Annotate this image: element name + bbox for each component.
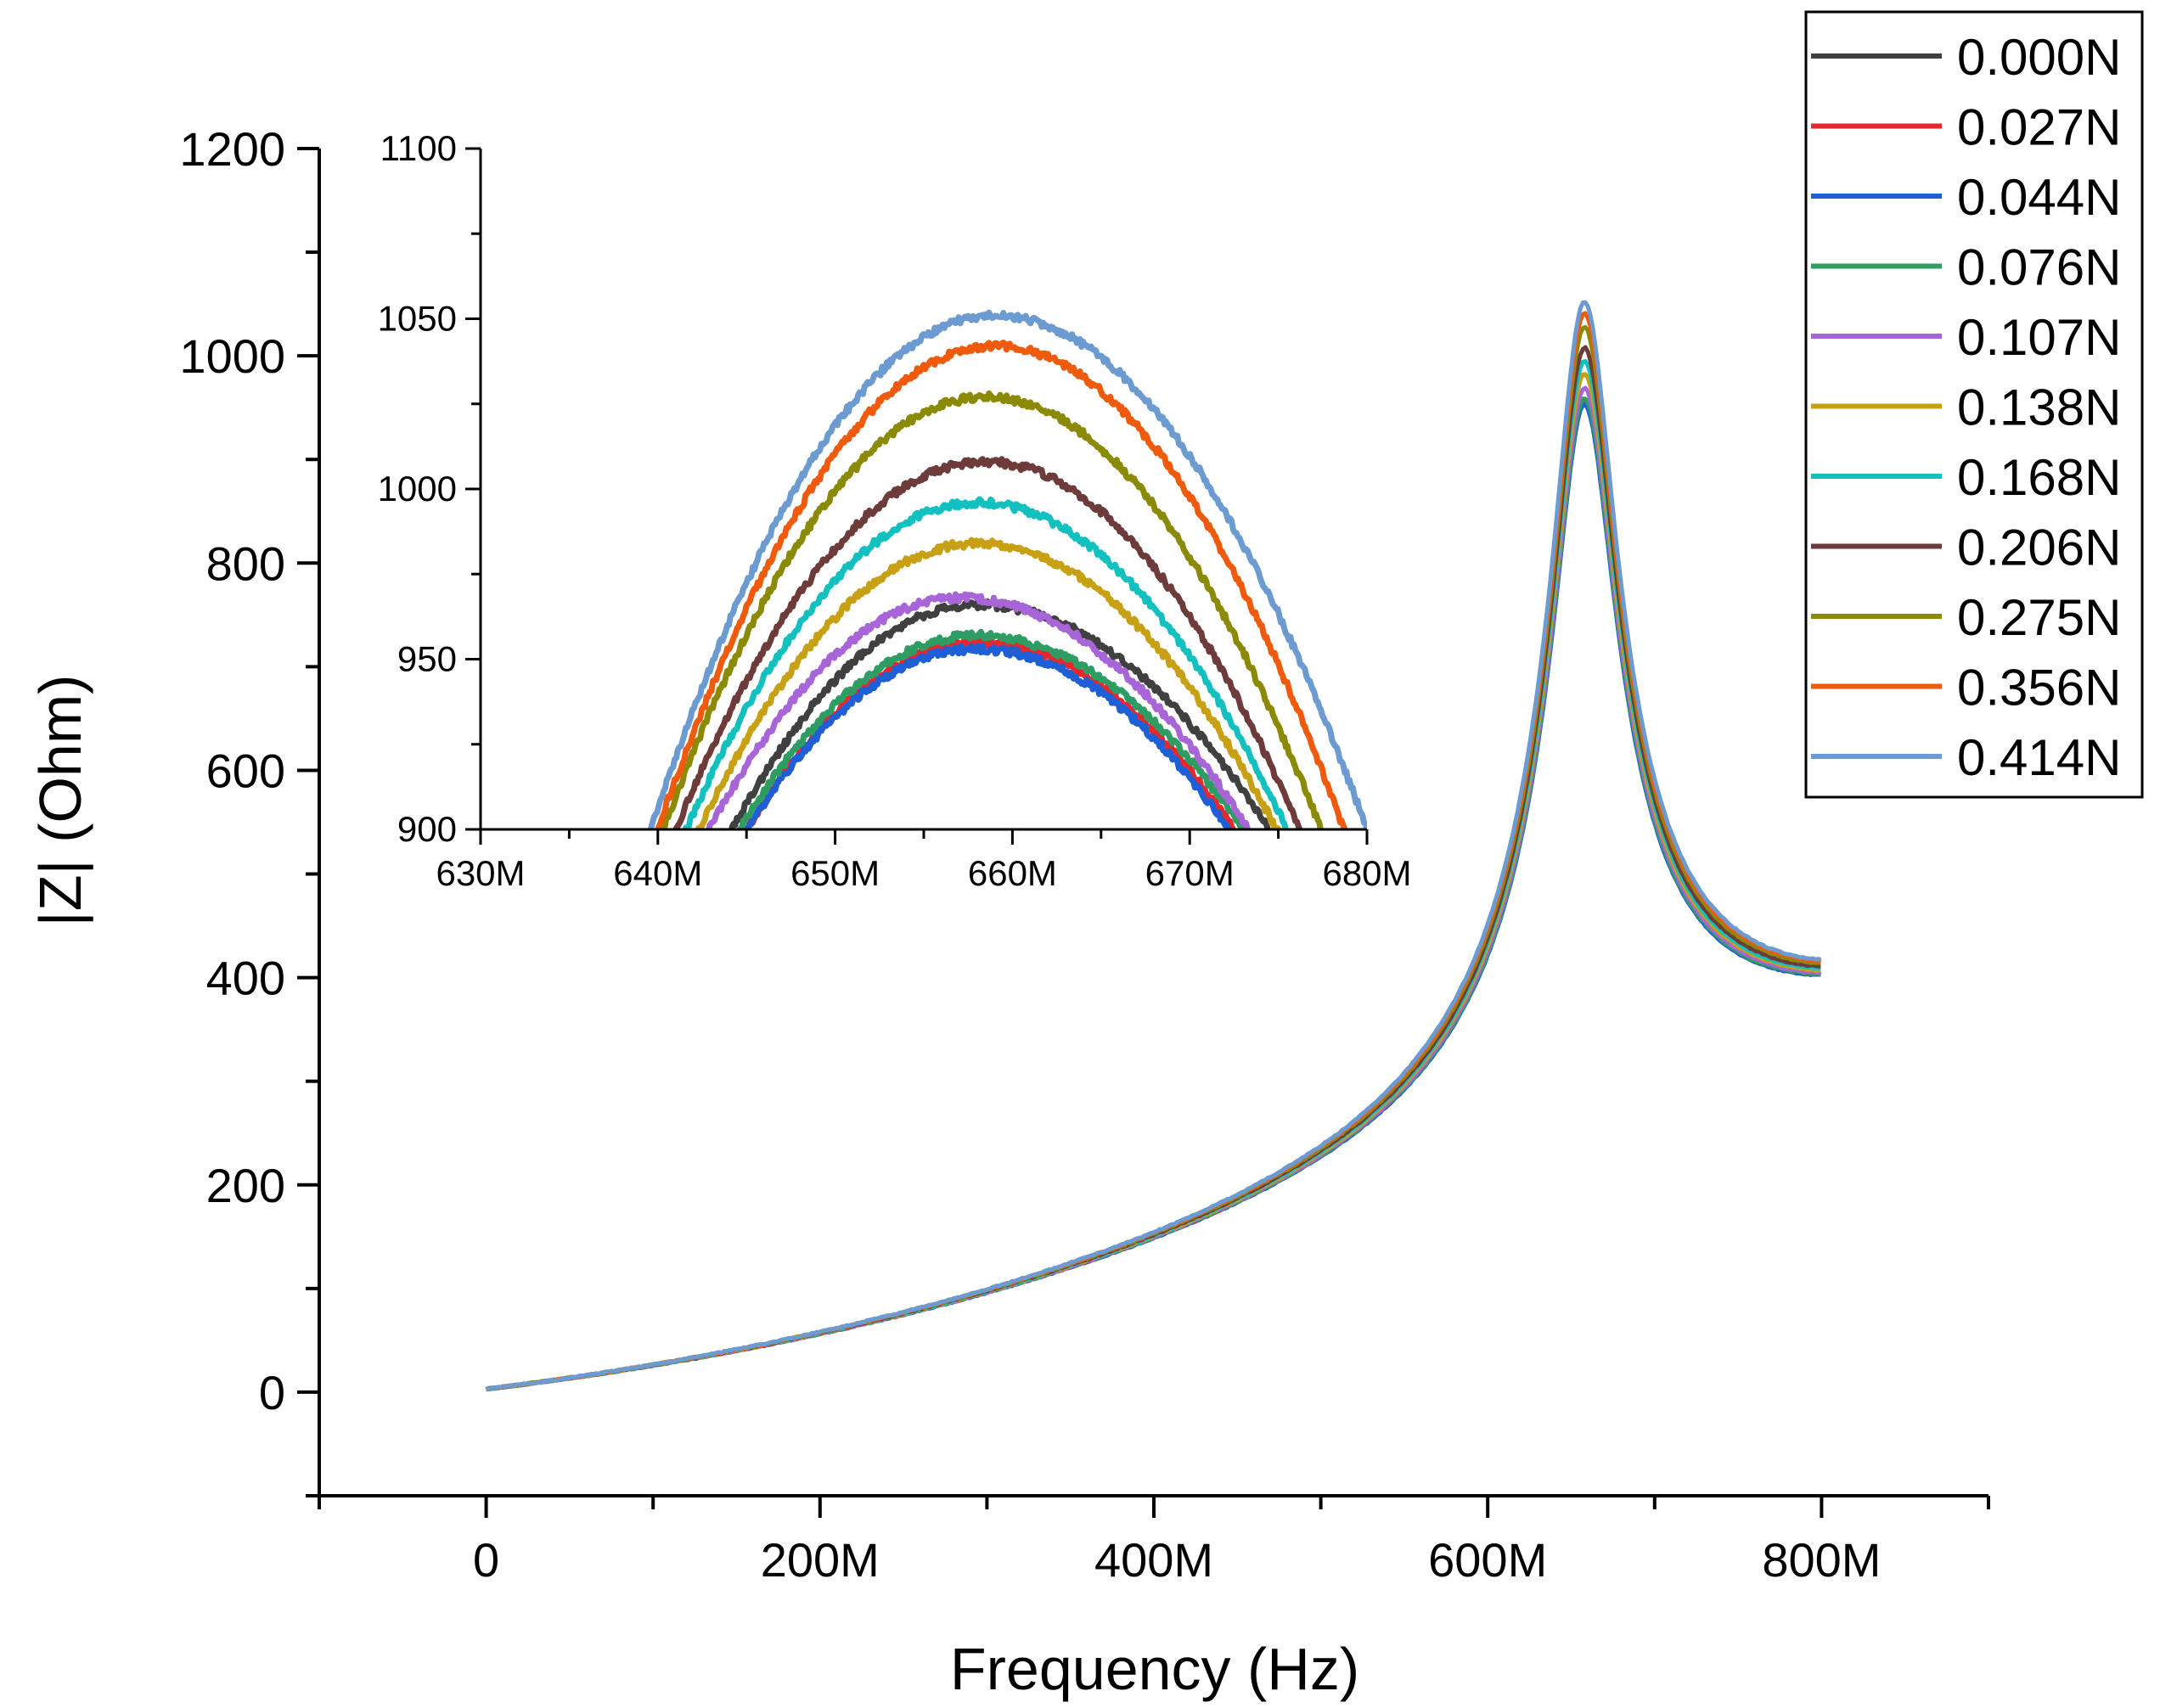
legend-label: 0.206N [1957, 520, 2121, 576]
inset-x-tick-label: 660M [968, 853, 1057, 893]
legend-label: 0.076N [1957, 239, 2121, 296]
inset-series-line-0.107N [706, 591, 1252, 829]
inset-y-tick-label: 950 [397, 639, 457, 679]
legend-label: 0.414N [1957, 729, 2121, 786]
inset-series-lines [647, 309, 1367, 829]
inset-series-line-0.168N [682, 496, 1290, 829]
inset-y-tick-label: 1050 [378, 299, 457, 339]
inset-series-line-0.356N [655, 340, 1348, 829]
legend-label: 0.107N [1957, 309, 2121, 366]
inset-series-line-0.138N [695, 537, 1282, 829]
inset-y-tick-label: 1100 [380, 128, 457, 168]
legend-item: 0.076N [1811, 239, 2121, 296]
y-tick-label: 200 [206, 1159, 285, 1212]
main-plot: 0 200M 400M 600M 800M 0 200 400 600 800 1000 1200 F… [27, 122, 1990, 1702]
inset-x-tick-label: 680M [1322, 853, 1411, 893]
legend-item: 0.107N [1811, 309, 2121, 366]
inset-series-line-0.076N [736, 628, 1247, 829]
main-series-line-0.414N [485, 300, 1822, 1391]
legend-label: 0.138N [1957, 379, 2121, 436]
legend-item: 0.044N [1811, 169, 2121, 226]
x-tick-label: 200M [761, 1533, 880, 1587]
inset-x-tick-label: 670M [1145, 853, 1235, 893]
y-tick-label: 1000 [179, 329, 285, 383]
inset-x-tick-label: 630M [436, 853, 525, 893]
x-axis-label: Frequency (Hz) [950, 1636, 1359, 1702]
y-tick-label: 600 [206, 744, 285, 797]
inset-axes: 630M 640M 650M 660M 670M 680M 900 950 1000 1050 11… [378, 128, 1412, 893]
inset-x-tick-label: 640M [613, 853, 702, 893]
inset-series-line-0.414N [647, 309, 1367, 829]
legend-item: 0.206N [1811, 520, 2121, 576]
inset-plot: 630M 640M 650M 660M 670M 680M 900 950 1000 1050 11… [378, 128, 1412, 893]
y-tick-label: 800 [206, 537, 285, 590]
legend: 0.000N 0.027N 0.044N 0.076N 0.107N 0.138N 0.16… [1804, 10, 2144, 799]
legend-label: 0.168N [1957, 449, 2121, 506]
y-tick-label: 0 [259, 1366, 285, 1419]
legend-item: 0.027N [1811, 99, 2121, 156]
inset-x-tick-label: 650M [790, 853, 880, 893]
legend-label: 0.044N [1957, 169, 2121, 226]
legend-item: 0.414N [1811, 729, 2121, 786]
legend-item: 0.275N [1811, 589, 2121, 646]
x-tick-label: 0 [473, 1533, 499, 1587]
y-axis-label: |Z| (Ohm) [27, 675, 93, 927]
inset-series-line-0.275N [661, 390, 1324, 829]
x-tick-label: 400M [1094, 1533, 1213, 1587]
x-tick-label: 600M [1428, 1533, 1547, 1587]
inset-y-tick-label: 900 [397, 809, 457, 849]
legend-label: 0.000N [1957, 29, 2121, 86]
legend-label: 0.027N [1957, 99, 2121, 156]
legend-item: 0.138N [1811, 379, 2121, 436]
inset-series-line-0.044N [744, 643, 1232, 829]
legend-label: 0.356N [1957, 660, 2121, 716]
y-tick-label: 1200 [179, 122, 285, 176]
main-axes: 0 200M 400M 600M 800M 0 200 400 600 800 1000 1200 [179, 122, 1990, 1587]
legend-label: 0.275N [1957, 589, 2121, 646]
main-series-lines [485, 300, 1822, 1392]
inset-y-tick-label: 1000 [378, 469, 457, 508]
inset-series-line-0.206N [672, 456, 1303, 829]
y-tick-label: 400 [206, 952, 285, 1005]
legend-item: 0.356N [1811, 660, 2121, 716]
legend-item: 0.168N [1811, 449, 2121, 506]
x-tick-label: 800M [1762, 1533, 1881, 1587]
legend-item: 0.000N [1811, 29, 2121, 86]
